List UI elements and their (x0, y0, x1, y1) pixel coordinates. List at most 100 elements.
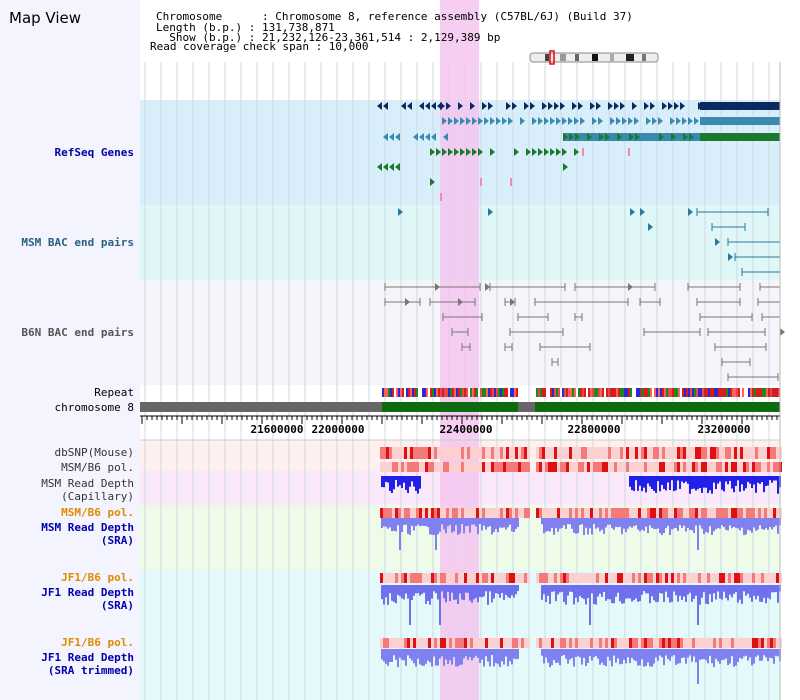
jf1-b6-pol-strip (734, 573, 737, 583)
jf1-sra-depth-bar (595, 585, 597, 605)
refseq-gene (401, 102, 406, 110)
msm-b6-pol-strip (395, 508, 398, 518)
dbsnp-strip (761, 447, 764, 459)
jf1-b6-pol-strip (761, 573, 764, 583)
jf1-sra-depth-bar (665, 585, 667, 592)
jf1-b6-pol-strip (506, 638, 509, 648)
msm-bac-end (648, 223, 653, 231)
msm-b6-pol-strip (461, 462, 464, 472)
refseq-gene (538, 148, 543, 156)
msm-sra-depth-bar (689, 518, 691, 530)
msm-b6-pol-strip (683, 508, 686, 518)
msm-sra-depth-bar (495, 518, 497, 530)
msm-sra-depth-bar (467, 518, 469, 526)
jf1-trimmed-depth-bar (723, 649, 725, 660)
jf1-b6-pol-strip (392, 573, 395, 583)
msm-sra-depth-bar (673, 518, 675, 529)
jf1-trimmed-depth-bar (719, 649, 721, 664)
jf1-sra-depth-bar (449, 585, 451, 602)
dbsnp-strip (560, 447, 563, 459)
jf1-sra-depth-bar (773, 585, 775, 593)
jf1-b6-pol-strip (428, 638, 431, 648)
repeat-segment (570, 388, 572, 397)
b6n-bac-end (405, 298, 410, 306)
ideogram-band (592, 54, 598, 61)
jf1-sra-depth-bar (749, 585, 751, 598)
msm-sra-depth-bar (767, 518, 769, 530)
jf1-b6-pol-strip (452, 573, 455, 583)
jf1-b6-pol-strip (662, 573, 665, 583)
repeat-segment (564, 388, 566, 397)
jf1-b6-pol-strip (638, 638, 641, 648)
dbsnp-strip (389, 447, 392, 459)
dbsnp-strip (557, 447, 560, 459)
repeat-segment (702, 388, 704, 397)
refseq-genes-label[interactable]: RefSeq Genes (54, 146, 134, 159)
ideogram-band (545, 54, 549, 61)
jf1-b6-pol-strip (467, 573, 470, 583)
msm-b6-pol-strip (407, 508, 410, 518)
dbsnp-strip (629, 447, 632, 459)
msm-capillary-depth-bar (403, 476, 405, 483)
msm-b6-pol-strip (485, 462, 488, 472)
repeat-segment (474, 388, 476, 397)
jf1-trimmed-depth-bar (567, 649, 569, 664)
jf1-sra-depth-bar (429, 585, 431, 605)
msm-b6-pol-strip (476, 462, 479, 472)
msm-sra-depth-bar (545, 518, 547, 532)
dbsnp-strip (650, 447, 653, 459)
msm-b6-pol-strip (674, 508, 677, 518)
jf1-sra-depth-bar (461, 585, 463, 600)
jf1-trimmed-depth-bar (749, 649, 751, 658)
msm-b6-pol-strip (428, 462, 431, 472)
jf1-b6-pol-label-2: JF1/B6 pol. (61, 636, 134, 649)
repeat-segment (758, 388, 760, 397)
msm-b6-pol-strip (458, 462, 461, 472)
dbsnp-strip (707, 447, 710, 459)
msm-sra-depth-bar (609, 518, 611, 525)
b6n-bac-end-pairs-label[interactable]: B6N BAC end pairs (21, 326, 134, 339)
refseq-gene (419, 133, 424, 141)
dbsnp-strip (677, 447, 680, 459)
msm-sra-depth-bar (397, 518, 399, 526)
msm-capillary-depth-bar (689, 476, 691, 494)
msm-capillary-depth-bar (709, 476, 711, 491)
msm-b6-pol-strip (506, 508, 509, 518)
refseq-gene (538, 117, 543, 125)
repeat-segment (614, 388, 616, 397)
jf1-trimmed-depth-bar (425, 649, 427, 664)
jf1-sra-depth-bar (645, 585, 647, 594)
msm-b6-pol-strip (548, 508, 551, 518)
jf1-b6-pol-strip (458, 638, 461, 648)
msm-bac-end-pairs-label[interactable]: MSM BAC end pairs (21, 236, 134, 249)
jf1-sra-depth-bar (393, 585, 395, 602)
jf1-b6-pol-strip (716, 573, 719, 583)
jf1-sra-depth-bar (679, 585, 681, 596)
jf1-b6-pol-strip (473, 638, 476, 648)
jf1-sra-depth-bar (465, 585, 467, 593)
repeat-segment (710, 388, 712, 397)
msm-b6-pol-strip (434, 462, 437, 472)
jf1-sra-depth-bar (419, 585, 421, 596)
refseq-gene (694, 117, 699, 125)
dbsnp-strip (773, 447, 776, 459)
jf1-sra-depth-bar (593, 585, 595, 605)
jf1-sra-depth-bar (543, 585, 545, 595)
jf1-b6-pol-strip (440, 573, 443, 583)
repeat-segment (382, 388, 384, 397)
repeat-segment (666, 388, 668, 397)
msm-b6-pol-strip (542, 508, 545, 518)
msm-sra-depth-bar (723, 518, 725, 528)
repeat-segment (662, 388, 664, 397)
msm-sra-depth-bar (589, 518, 591, 529)
msm-sra-depth-bar (685, 518, 687, 532)
msm-sra-depth-bar (549, 518, 551, 532)
msm-b6-pol-strip (404, 462, 407, 472)
jf1-sra-depth-bar (409, 585, 411, 625)
jf1-trimmed-depth-bar (777, 649, 779, 657)
msm-sra-depth-bar (439, 518, 441, 532)
b6n-bac-end (510, 298, 515, 306)
repeat-segment (692, 388, 694, 397)
jf1-trimmed-depth-bar (461, 649, 463, 665)
